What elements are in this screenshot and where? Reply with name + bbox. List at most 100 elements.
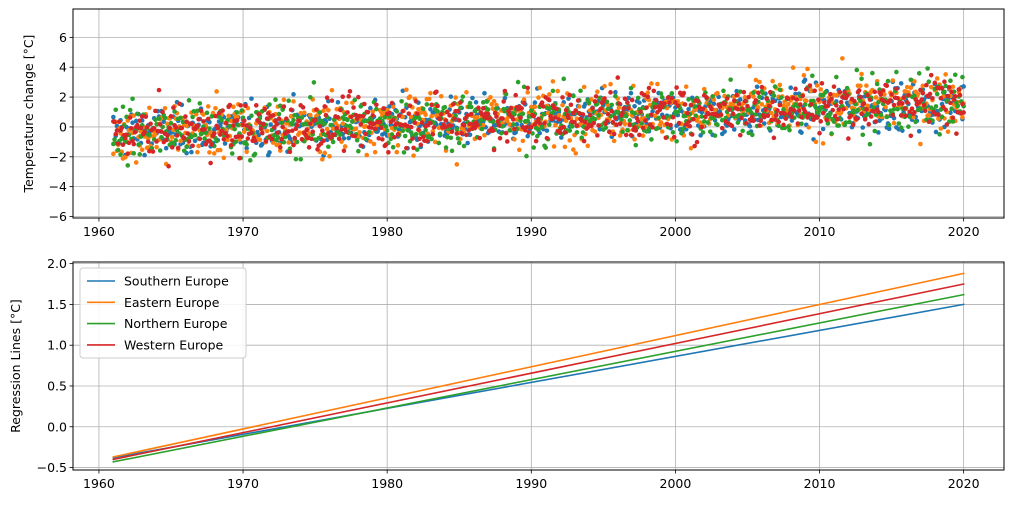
scatter-point: [811, 98, 816, 104]
scatter-point: [834, 74, 839, 80]
scatter-point: [955, 103, 960, 109]
scatter-point: [593, 94, 599, 99]
scatter-point: [795, 121, 801, 126]
scatter-point: [384, 128, 390, 133]
scatter-point: [305, 135, 311, 141]
scatter-point: [320, 128, 325, 133]
scatter-point: [460, 94, 466, 99]
scatter-point: [279, 120, 284, 126]
scatter-point: [124, 132, 129, 137]
scatter-point: [190, 143, 195, 149]
scatter-point: [816, 97, 821, 103]
scatter-point: [754, 84, 760, 90]
scatter-point: [235, 134, 241, 139]
scatter-point: [745, 103, 750, 109]
scatter-point: [207, 150, 212, 155]
scatter-point: [568, 102, 574, 108]
scatter-point: [346, 94, 352, 99]
scatter-point: [717, 104, 723, 109]
scatter-point: [596, 113, 601, 118]
scatter-point: [607, 129, 612, 135]
scatter-point: [142, 152, 147, 158]
legend-box: [79, 267, 247, 359]
scatter-point: [904, 100, 910, 105]
scatter-point: [632, 137, 637, 142]
scatter-point: [494, 106, 499, 111]
scatter-point: [531, 113, 536, 119]
y-tick-label: 1.5: [47, 297, 67, 312]
scatter-point: [554, 106, 559, 112]
scatter-point: [560, 102, 565, 108]
scatter-point: [177, 101, 182, 107]
scatter-point: [269, 136, 275, 142]
scatter-point: [878, 92, 884, 97]
scatter-point: [526, 129, 532, 135]
scatter-point: [592, 129, 598, 134]
scatter-point: [464, 132, 469, 138]
scatter-point: [888, 97, 893, 103]
scatter-point: [723, 115, 729, 121]
scatter-point: [943, 83, 948, 89]
scatter-point: [185, 131, 191, 136]
scatter-point: [447, 113, 452, 118]
scatter-point: [571, 93, 576, 99]
scatter-point: [416, 127, 421, 133]
scatter-point: [257, 137, 263, 143]
scatter-point: [329, 98, 335, 103]
scatter-point: [155, 128, 161, 134]
scatter-point: [279, 136, 284, 142]
scatter-point: [701, 86, 707, 92]
scatter-point: [432, 139, 438, 145]
scatter-point: [485, 111, 491, 117]
scatter-point: [241, 118, 247, 124]
scatter-point: [622, 121, 628, 127]
scatter-point: [166, 163, 171, 169]
scatter-point: [854, 67, 860, 73]
scatter-point: [124, 114, 129, 120]
scatter-point: [926, 112, 932, 118]
scatter-point: [864, 106, 869, 112]
scatter-point: [136, 142, 141, 147]
scatter-point: [234, 114, 240, 120]
scatter-point: [225, 137, 230, 143]
scatter-point: [671, 134, 677, 140]
scatter-point: [898, 81, 904, 86]
scatter-point: [625, 127, 630, 133]
scatter-point: [317, 110, 323, 115]
scatter-point: [497, 135, 503, 141]
scatter-point: [197, 136, 203, 142]
scatter-point: [814, 115, 820, 120]
scatter-point: [823, 89, 828, 95]
scatter-point: [270, 113, 276, 118]
scatter-point: [939, 114, 945, 120]
scatter-point: [776, 119, 781, 125]
scatter-point: [573, 108, 579, 113]
scatter-point: [870, 70, 875, 76]
scatter-point: [293, 156, 299, 162]
scatter-point: [326, 144, 331, 150]
scatter-point: [478, 117, 484, 123]
scatter-point: [154, 144, 159, 150]
scatter-point: [308, 94, 313, 100]
scatter-point: [922, 108, 928, 114]
scatter-point: [898, 125, 904, 131]
scatter-point: [547, 97, 552, 103]
scatter-point: [626, 95, 631, 101]
scatter-point: [356, 94, 361, 100]
scatter-point: [362, 101, 367, 107]
scatter-point: [494, 114, 499, 119]
scatter-point: [411, 145, 416, 151]
scatter-point: [613, 93, 618, 99]
scatter-point: [138, 125, 144, 131]
scatter-point: [948, 78, 953, 83]
scatter-point: [724, 96, 730, 101]
scatter-point: [259, 141, 265, 147]
scatter-point: [945, 129, 951, 134]
scatter-point: [365, 109, 371, 115]
scatter-point: [604, 118, 610, 124]
scatter-point: [858, 83, 863, 89]
scatter-point: [205, 116, 211, 122]
scatter-point: [400, 114, 406, 120]
scatter-point: [231, 123, 236, 128]
